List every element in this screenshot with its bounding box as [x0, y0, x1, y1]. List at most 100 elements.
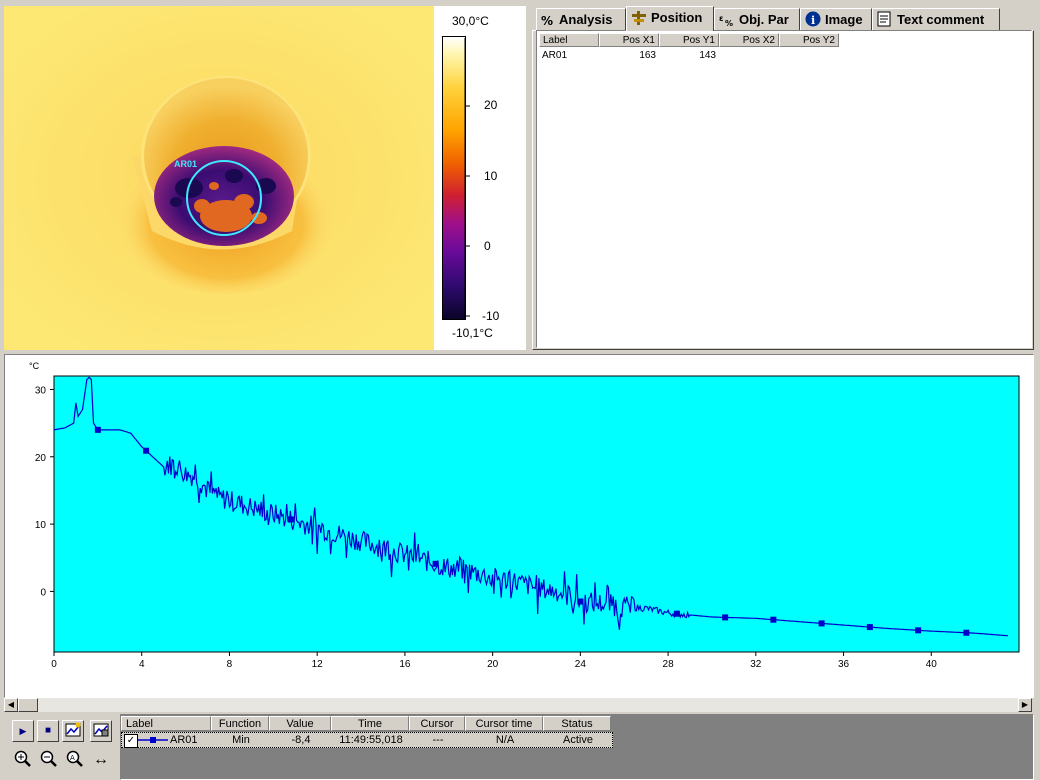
- tab-position[interactable]: Position: [626, 6, 714, 31]
- y-tick-label: 30: [35, 385, 47, 396]
- legend-row[interactable]: ✓ AR01 Min -8,4 11:49:55,018 --- N/A Act…: [121, 732, 613, 748]
- legend-value: -8,4: [291, 734, 311, 746]
- series-marker: [770, 616, 777, 623]
- series-marker: [818, 620, 825, 627]
- column-header[interactable]: Label: [539, 33, 599, 47]
- x-tick-label: 8: [227, 659, 233, 670]
- x-tick-label: 36: [838, 659, 850, 670]
- column-header[interactable]: Pos Y2: [779, 33, 839, 47]
- legend-cursor: ---: [432, 734, 444, 746]
- chart-settings-icon: [65, 722, 81, 737]
- x-tick-label: 16: [399, 659, 411, 670]
- series-marker: [577, 598, 584, 605]
- column-header[interactable]: Pos Y1: [659, 33, 719, 47]
- chart-export-icon: [93, 723, 109, 737]
- x-tick-label: 4: [139, 659, 145, 670]
- legend-checkbox[interactable]: ✓: [124, 734, 138, 748]
- y-tick-label: 20: [35, 453, 47, 464]
- zoom-in-button[interactable]: [12, 750, 34, 772]
- thermal-image[interactable]: AR01: [4, 6, 434, 350]
- scale-min-label: -10,1°C: [452, 326, 493, 340]
- position-table: Label Pos X1 Pos Y1 Pos X2 Pos Y2 AR01 1…: [536, 30, 1032, 348]
- x-tick-label: 20: [487, 659, 499, 670]
- temperature-chart-panel: °C 30 20 10 0 0 4 8 12 16 20 24 28 32 36 40: [4, 354, 1034, 698]
- column-header[interactable]: Pos X2: [719, 33, 779, 47]
- color-scale: 30,0°C 20 10 0 -10 -10,1°C: [434, 6, 526, 350]
- scale-ticks: [464, 38, 470, 318]
- plot-area: [53, 375, 1020, 653]
- scroll-left-button[interactable]: ◀: [4, 698, 18, 712]
- column-header[interactable]: Cursor: [409, 716, 465, 731]
- play-button[interactable]: ▶: [12, 720, 34, 742]
- y-axis-label: °C: [29, 361, 40, 371]
- column-header[interactable]: Time: [331, 716, 409, 731]
- y-tick-label: 10: [35, 520, 47, 531]
- series-marker: [722, 614, 729, 621]
- object-parameters-icon: ε%: [719, 14, 733, 28]
- table-cell-pos-y1[interactable]: 143: [699, 50, 716, 61]
- table-cell-pos-y2[interactable]: [779, 49, 839, 63]
- fit-width-button[interactable]: ↔: [90, 750, 112, 772]
- chart-settings-button[interactable]: [62, 720, 84, 742]
- series-marker: [94, 426, 101, 433]
- chart-export-button[interactable]: [90, 720, 112, 742]
- scroll-right-button[interactable]: ▶: [1018, 698, 1032, 712]
- warm-patches: [194, 182, 267, 232]
- legend-time: 11:49:55,018: [339, 734, 403, 746]
- series-marker: [432, 560, 439, 567]
- scale-tick-label: 0: [484, 239, 491, 253]
- scale-tick-label: 20: [484, 98, 498, 112]
- tab-image[interactable]: i Image: [800, 8, 872, 30]
- stop-button[interactable]: ■: [37, 720, 59, 742]
- column-header[interactable]: Status: [543, 716, 611, 731]
- scale-tick-label: 10: [484, 169, 498, 183]
- series-marker: [866, 624, 873, 631]
- table-cell-label[interactable]: AR01: [542, 50, 568, 61]
- thermal-scene: [4, 6, 434, 350]
- series-marker: [963, 629, 970, 636]
- x-tick-label: 40: [926, 659, 938, 670]
- table-cell-pos-x1[interactable]: 163: [639, 50, 656, 61]
- legend-label: AR01: [170, 734, 198, 746]
- column-header[interactable]: Function: [211, 716, 269, 731]
- table-cell-pos-x2[interactable]: [719, 49, 779, 63]
- chart-scrollbar[interactable]: ◀ ▶: [4, 698, 1032, 712]
- x-tick-label: 24: [575, 659, 587, 670]
- tab-label: Analysis: [559, 12, 613, 27]
- x-tick-label: 0: [51, 659, 57, 670]
- zoom-out-button[interactable]: [38, 750, 60, 772]
- x-tick-label: 12: [312, 659, 324, 670]
- column-header[interactable]: Label: [121, 716, 211, 731]
- tab-analysis[interactable]: % Analysis: [536, 8, 626, 30]
- text-comment-icon: [877, 11, 891, 27]
- zoom-in-icon: [14, 750, 31, 767]
- temperature-chart[interactable]: °C 30 20 10 0 0 4 8 12 16 20 24 28 32 36 40: [5, 355, 1033, 697]
- tabs-panel: % Analysis Position ε% Obj. Par i Image Tex…: [532, 4, 1034, 350]
- colorbar: [442, 36, 466, 320]
- series-marker: [673, 610, 680, 617]
- tab-text-comment[interactable]: Text comment: [872, 8, 1000, 30]
- column-header[interactable]: Cursor time: [465, 716, 543, 731]
- roi-circle[interactable]: [186, 160, 262, 236]
- legend-function: Min: [232, 734, 250, 746]
- legend-line-sample: [138, 737, 168, 743]
- zoom-reset-icon: A: [66, 750, 83, 767]
- series-line: [53, 376, 1009, 637]
- y-tick-label: 0: [40, 587, 46, 598]
- series-marker: [287, 516, 294, 523]
- zoom-out-icon: [40, 750, 57, 767]
- roi-label: AR01: [174, 159, 198, 169]
- x-tick-label: 32: [750, 659, 762, 670]
- x-tick-label: 28: [663, 659, 675, 670]
- legend-cursor-time: N/A: [495, 734, 515, 746]
- svg-text:A: A: [70, 754, 75, 762]
- scroll-thumb[interactable]: [18, 698, 38, 712]
- tab-obj-par[interactable]: ε% Obj. Par: [714, 8, 800, 30]
- legend-status: Active: [563, 734, 593, 746]
- column-header[interactable]: Value: [269, 716, 331, 731]
- tab-label: Position: [651, 10, 703, 25]
- zoom-reset-button[interactable]: A: [64, 750, 86, 772]
- tab-label: Obj. Par: [739, 12, 789, 27]
- analysis-icon: %: [541, 14, 553, 28]
- column-header[interactable]: Pos X1: [599, 33, 659, 47]
